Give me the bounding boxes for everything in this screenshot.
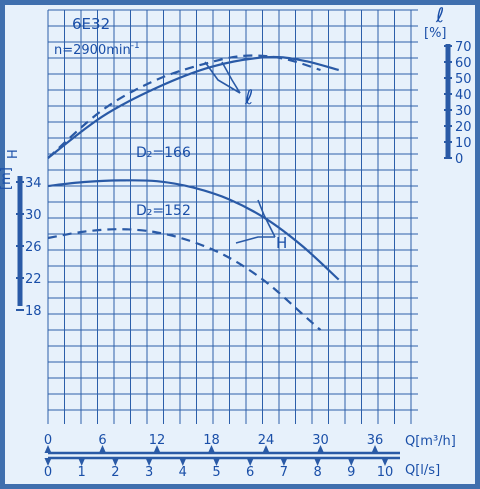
efficiency-tick-label: 60 <box>455 56 472 71</box>
q-ls-tick <box>213 458 220 466</box>
q-m3h-tick-label: 12 <box>149 433 166 448</box>
q-ls-tick-label: 10 <box>377 465 394 480</box>
head-axis-ticks: 18 22 26 30 34 <box>16 176 42 319</box>
q-ls-tick-label: 9 <box>347 465 355 480</box>
q-ls-axis-label: Q[l/s] <box>405 463 440 478</box>
curve-leaders <box>204 61 276 244</box>
q-ls-tick-label: 8 <box>313 465 321 480</box>
efficiency-tick-label: 10 <box>455 136 472 151</box>
impeller-d152-label: D₂=152 <box>136 203 191 219</box>
head-tick-label: 30 <box>25 208 42 223</box>
q-m3h-tick-label: 0 <box>44 433 52 448</box>
q-m3h-axis-label: Q[m³/h] <box>405 434 456 449</box>
efficiency-tick-label: 0 <box>455 152 463 167</box>
q-m3h-tick <box>99 445 106 453</box>
q-ls-tick <box>280 458 288 466</box>
q-ls-tick-label: 7 <box>280 465 288 480</box>
q-ls-tick <box>111 458 119 466</box>
q-m3h-tick-label: 36 <box>367 433 384 448</box>
efficiency-tick-label: 50 <box>455 72 472 87</box>
q-m3h-tick-label: 24 <box>258 433 275 448</box>
q-ls-tick-label: 6 <box>246 465 254 480</box>
q-ls-tick <box>381 458 389 466</box>
head-leader-2 <box>235 236 275 244</box>
q-ls-tick-label: 2 <box>111 465 119 480</box>
q-m3h-tick-label: 30 <box>312 433 329 448</box>
speed-label: n=2900min-1 <box>54 41 140 58</box>
efficiency-leader-2 <box>221 61 241 94</box>
efficiency-leader <box>204 61 241 94</box>
efficiency-axis-unit: [%] <box>424 26 447 41</box>
q-m3h-tick-label: 18 <box>203 433 220 448</box>
q-ls-tick <box>145 458 153 466</box>
q-m3h-tick <box>44 445 52 453</box>
chart-paper <box>5 5 475 484</box>
q-ls-tick <box>246 458 254 466</box>
q-m3h-tick <box>153 445 161 453</box>
head-axis-unit: [m] <box>0 167 14 190</box>
q-m3h-axis-ticks: 0 6 12 18 24 30 36 <box>44 433 383 453</box>
q-ls-tick <box>347 458 355 466</box>
q-m3h-tick-label: 6 <box>98 433 106 448</box>
q-m3h-tick <box>208 445 215 453</box>
efficiency-tick-label: 20 <box>455 120 472 135</box>
q-ls-axis-ticks: 0 1 2 3 4 5 6 7 8 9 10 <box>44 458 393 480</box>
q-ls-tick-label: 5 <box>212 465 220 480</box>
head-tick-label: 34 <box>25 176 42 191</box>
speed-text: n=2900min <box>54 43 131 58</box>
q-ls-tick <box>179 458 187 466</box>
q-ls-tick-label: 3 <box>145 465 153 480</box>
q-m3h-tick <box>371 445 379 453</box>
q-ls-tick-label: 0 <box>44 465 52 480</box>
q-ls-tick <box>314 458 322 466</box>
head-leader <box>257 199 276 238</box>
pump-model-label: 6E32 <box>72 15 110 33</box>
head-curve-label: H <box>276 234 287 252</box>
head-curve-d166 <box>47 179 340 281</box>
q-ls-tick-label: 1 <box>78 465 86 480</box>
efficiency-tick-label: 70 <box>455 40 472 55</box>
q-m3h-tick <box>317 445 324 453</box>
q-m3h-tick <box>262 445 270 453</box>
q-ls-tick-label: 4 <box>179 465 187 480</box>
efficiency-tick-label: 30 <box>455 104 472 119</box>
q-ls-tick <box>78 458 86 466</box>
efficiency-curve-d166 <box>47 55 339 159</box>
curves-layer <box>47 54 340 331</box>
efficiency-curve-label: ℓ <box>244 85 253 109</box>
efficiency-tick-label: 40 <box>455 88 472 103</box>
efficiency-axis-symbol: ℓ <box>435 3 444 27</box>
speed-exponent: -1 <box>131 41 140 51</box>
head-axis-label: H <box>6 149 21 159</box>
head-tick-label: 26 <box>25 240 42 255</box>
impeller-d166-label: D₂=166 <box>136 145 191 161</box>
q-ls-tick <box>44 458 52 466</box>
chart-grid <box>47 9 418 424</box>
head-tick-label: 18 <box>25 304 42 319</box>
head-curve-d152 <box>47 228 322 331</box>
head-tick-label: 22 <box>25 272 42 287</box>
